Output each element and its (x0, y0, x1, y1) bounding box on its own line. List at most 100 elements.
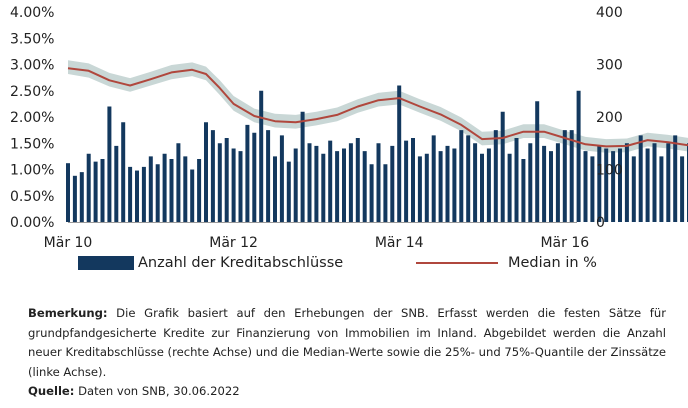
bar (417, 156, 422, 223)
bar (197, 159, 202, 222)
median-line (67, 67, 688, 148)
bar (348, 143, 353, 222)
bar (266, 130, 271, 223)
y2-tick-label: 300 (596, 58, 623, 74)
y2-tick-label: 400 (596, 5, 623, 21)
bar (549, 151, 553, 223)
legend-item-bars: Anzahl der Kreditabschlüsse (78, 255, 343, 271)
bar (397, 85, 402, 222)
y-tick-label: 3.50% (10, 31, 54, 47)
bar (390, 145, 395, 223)
x-tick-label: Mär 16 (540, 235, 589, 251)
legend-bar-swatch (78, 256, 134, 270)
quantile-band-layer (68, 60, 688, 153)
bar (210, 130, 215, 223)
bar (79, 172, 84, 223)
bar (500, 111, 505, 222)
y-tick-label: 0.50% (10, 189, 54, 205)
y2-tick-label: 0 (596, 215, 605, 231)
y-tick-label: 2.50% (10, 84, 54, 100)
bar (66, 163, 70, 222)
remark-label: Bemerkung: (28, 306, 108, 320)
bar (307, 143, 312, 222)
quantile-band (68, 60, 688, 153)
x-tick-label: Mär 12 (209, 235, 258, 251)
bar (673, 135, 678, 223)
bar (404, 140, 409, 223)
bar (128, 166, 133, 223)
right-y-axis: 0 100 200 300 400 (596, 5, 623, 231)
bar (141, 166, 146, 223)
bar (645, 148, 650, 222)
legend-line-swatch (416, 262, 498, 264)
footnote: Bemerkung: Die Grafik basiert auf den Er… (28, 304, 666, 402)
bar (300, 111, 305, 222)
bar (148, 156, 153, 223)
bar (176, 143, 181, 222)
bar (631, 156, 636, 223)
bar (169, 159, 174, 222)
median-line-layer (67, 67, 688, 148)
source-paragraph: Quelle: Daten von SNB, 30.06.2022 (28, 382, 666, 402)
source-label: Quelle: (28, 384, 75, 398)
bar (507, 153, 512, 222)
bar (135, 170, 139, 222)
bar (342, 148, 346, 222)
bar (604, 148, 609, 222)
legend-item-median: Median in % (416, 255, 597, 271)
bar (155, 164, 160, 222)
bar (162, 153, 167, 222)
bar (486, 148, 491, 222)
y-tick-label: 2.00% (10, 110, 54, 126)
bar (618, 148, 622, 222)
y-tick-label: 0.00% (10, 215, 54, 231)
bar (183, 156, 188, 223)
bar (666, 143, 671, 222)
y-tick-label: 4.00% (10, 5, 54, 21)
bar (259, 90, 264, 222)
bar (438, 151, 443, 223)
bar (252, 132, 257, 222)
bar (86, 153, 91, 222)
bar (376, 143, 381, 222)
bar (72, 175, 77, 222)
bar (273, 156, 277, 223)
bar (314, 145, 319, 223)
chart: 0.00% 0.50% 1.00% 1.50% 2.00% 2.50% 3.00% 3.50%… (10, 5, 688, 251)
bar (473, 143, 478, 222)
legend-bars-label: Anzahl der Kreditabschlüsse (138, 255, 344, 271)
x-tick-label: Mär 14 (375, 235, 424, 251)
left-y-axis: 0.00% 0.50% 1.00% 1.50% 2.00% 2.50% 3.00% 3.50%… (10, 5, 54, 231)
bar (93, 161, 98, 223)
bar (245, 124, 250, 223)
bar (562, 130, 567, 223)
y-tick-label: 1.00% (10, 163, 54, 179)
bar (431, 135, 436, 223)
y2-tick-label: 200 (596, 110, 623, 126)
bar (611, 151, 616, 223)
bar (231, 148, 236, 222)
bar (279, 135, 284, 223)
x-tick-label: Mär 10 (44, 235, 93, 251)
y2-tick-label: 100 (596, 163, 623, 179)
y-tick-label: 3.00% (10, 58, 54, 74)
bar (238, 151, 243, 223)
bar (535, 101, 540, 222)
bar (597, 145, 602, 223)
bar (355, 138, 360, 222)
bar (328, 140, 333, 223)
legend-median-label: Median in % (508, 255, 597, 271)
bar (452, 148, 457, 222)
bar (555, 143, 560, 222)
bar (293, 148, 298, 222)
bar (100, 159, 105, 222)
bar (411, 138, 415, 222)
bar (466, 135, 471, 223)
bar (114, 145, 119, 223)
bar (369, 164, 374, 222)
bar (638, 135, 643, 223)
bar (624, 143, 629, 222)
bar (362, 151, 367, 223)
remark-text: Die Grafik basiert auf den Erhebungen de… (28, 306, 666, 379)
